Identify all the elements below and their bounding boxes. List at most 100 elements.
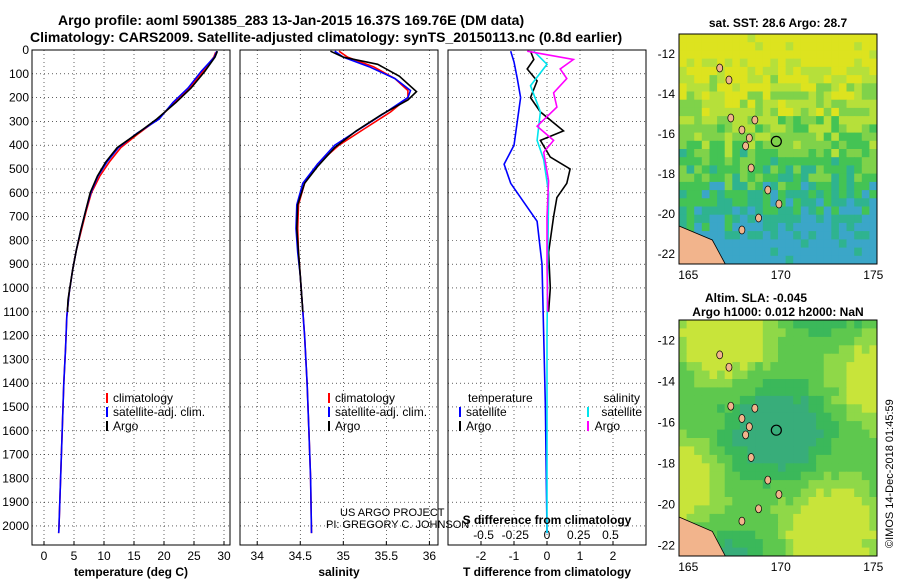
temp-xtick-label: 30 <box>217 549 231 563</box>
map2-cell <box>816 395 825 405</box>
map2-cell <box>755 362 764 371</box>
map2-cell <box>854 429 863 439</box>
map1-cell <box>846 181 855 191</box>
map1-cell <box>869 75 878 84</box>
map2-cell <box>831 336 840 346</box>
map1-ytick-label: -18 <box>658 167 676 181</box>
map2-cell <box>785 454 794 464</box>
map1-cell <box>808 165 817 175</box>
map1-cell <box>770 83 779 92</box>
map1-cell <box>785 222 794 232</box>
map1-cell <box>717 165 726 175</box>
map2-cell <box>785 353 794 363</box>
map1-cell <box>739 34 748 43</box>
map1-cell <box>747 91 756 101</box>
map1-cell <box>854 116 863 125</box>
map2-cell <box>800 530 809 540</box>
diff-legend-temp-sat: satellite <box>466 405 507 419</box>
map2-cell <box>686 345 695 355</box>
map2-cell <box>739 379 748 388</box>
map2-cell <box>724 530 733 540</box>
map1-cell <box>694 58 703 68</box>
map2-cell <box>724 547 733 557</box>
map2-cell <box>701 353 710 363</box>
map1-cell <box>869 116 878 125</box>
map1-ytick-label: -16 <box>658 127 676 141</box>
map1-cell <box>800 75 809 84</box>
map1-cell <box>778 247 787 257</box>
map2-cell <box>694 497 703 506</box>
map1-cell <box>762 132 771 142</box>
map1-cell <box>724 247 733 257</box>
diff-xtick2-label: 0.5 <box>602 528 619 542</box>
map2-cell <box>732 336 741 346</box>
map1-cell <box>816 231 825 240</box>
map1-cell <box>854 181 863 191</box>
map2-cell <box>869 421 878 430</box>
map2-cell <box>846 530 855 540</box>
map2-cell <box>709 480 718 489</box>
map1-cell <box>770 75 779 84</box>
map2-cell <box>679 370 688 380</box>
map2-cell <box>823 438 832 447</box>
map2-cell <box>778 429 787 439</box>
map1-cell <box>816 66 825 76</box>
map1-cell <box>770 42 779 51</box>
map1-cell <box>717 149 726 158</box>
map1-cell <box>861 66 870 76</box>
map1-cell <box>854 75 863 84</box>
map2-cell <box>869 522 878 532</box>
map2-cell <box>679 480 688 489</box>
map1-cell <box>861 124 870 134</box>
map1-cell <box>785 116 794 125</box>
map1-cell <box>846 206 855 216</box>
map1-cell <box>869 34 878 43</box>
map1-cell <box>846 124 855 134</box>
map2-cell <box>770 336 779 346</box>
map1-cell <box>686 206 695 216</box>
diff-legend-sal-argo: Argo <box>595 419 621 433</box>
map1-cell <box>732 239 741 249</box>
map2-cell <box>808 438 817 447</box>
map2-cell <box>838 471 847 481</box>
map2-cell <box>755 320 764 329</box>
map2-cell <box>679 412 688 422</box>
map1-cell <box>816 99 825 109</box>
map1-cell <box>785 99 794 109</box>
map1-cell <box>861 214 870 224</box>
map2-cell <box>717 513 726 523</box>
map1-cell <box>831 206 840 216</box>
map2-cell <box>724 480 733 489</box>
map1-island <box>764 185 772 195</box>
map1-cell <box>785 140 794 150</box>
diff-legend-sal-title: salinity <box>603 391 640 405</box>
map2-cell <box>709 454 718 464</box>
map1-cell <box>846 190 855 199</box>
map1-cell <box>823 173 832 183</box>
sal-xtick-label: 34 <box>251 549 265 563</box>
map1-cell <box>747 255 756 265</box>
depth-tick-label: 1800 <box>2 471 29 485</box>
map1-cell <box>785 132 794 142</box>
map1-cell <box>679 173 688 183</box>
map1-cell <box>717 181 726 191</box>
map2-cell <box>717 539 726 548</box>
map1-cell <box>778 206 787 216</box>
map2-cell <box>755 513 764 523</box>
map1-cell <box>838 149 847 158</box>
map2-cell <box>755 438 764 447</box>
map2-cell <box>793 539 802 548</box>
map2-cell <box>732 387 741 397</box>
map2-cell <box>778 370 787 380</box>
map2-cell <box>846 421 855 430</box>
map2-cell <box>679 438 688 447</box>
map2-cell <box>854 513 863 523</box>
map1-cell <box>869 198 878 207</box>
map1-cell <box>785 91 794 101</box>
map2-cell <box>808 320 817 329</box>
map1-cell <box>747 206 756 216</box>
map2-cell <box>808 379 817 388</box>
map1-cell <box>686 198 695 207</box>
map2-cell <box>816 530 825 540</box>
map2-cell <box>732 446 741 456</box>
